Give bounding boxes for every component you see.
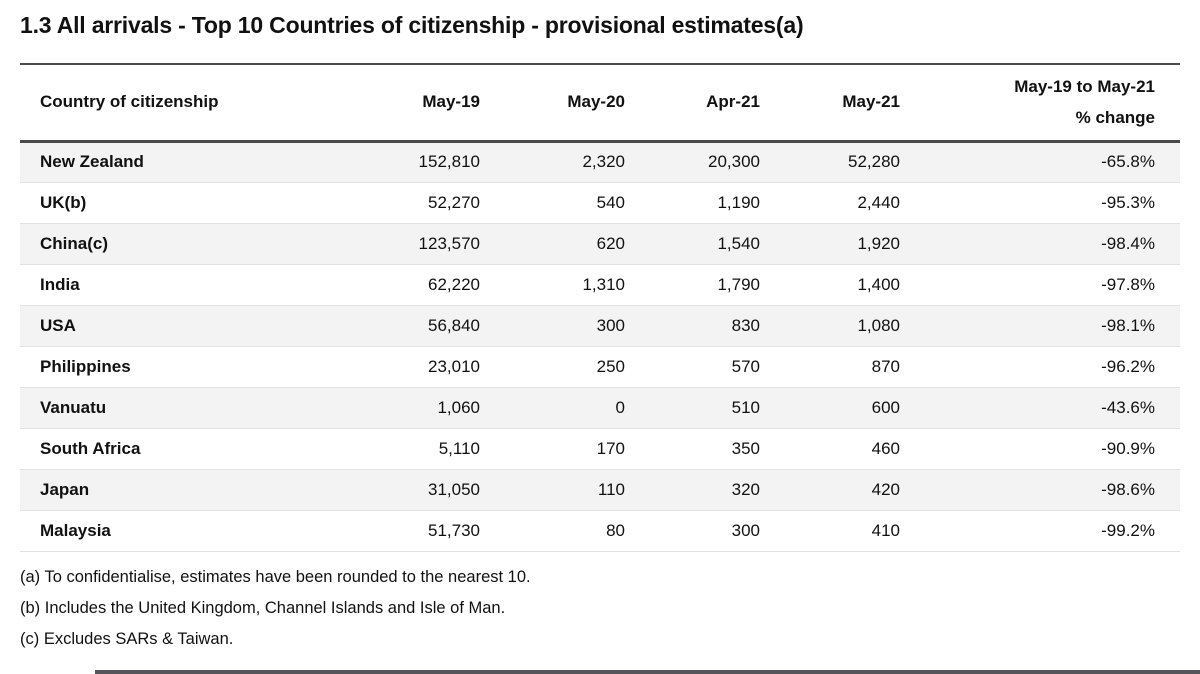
header-row: Country of citizenship May-19 May-20 Apr…: [20, 64, 1180, 141]
value-cell: 5,110: [438, 438, 480, 458]
value-cell: 23,010: [428, 356, 480, 376]
value-cell: 1,080: [857, 315, 900, 335]
value-cell: 52,270: [428, 192, 480, 212]
value-cell: 540: [596, 192, 625, 212]
table-row: Japan 31,050 110 320 420 -98.6%: [20, 469, 1180, 510]
country-cell: Vanuatu: [40, 397, 107, 417]
value-cell: 20,300: [708, 152, 760, 171]
value-cell: 1,540: [717, 233, 760, 253]
value-cell: 300: [731, 520, 760, 540]
value-cell: 1,190: [717, 192, 760, 212]
pct-change-cell: -65.8%: [1101, 152, 1155, 171]
table-row: South Africa 5,110 170 350 460 -90.9%: [20, 428, 1180, 469]
value-cell: 52,280: [848, 152, 900, 171]
table-header: Country of citizenship May-19 May-20 Apr…: [20, 64, 1180, 141]
table-row: Vanuatu 1,060 0 510 600 -43.6%: [20, 387, 1180, 428]
value-cell: 600: [871, 397, 900, 417]
value-cell: 152,810: [418, 152, 480, 171]
value-cell: 570: [731, 356, 760, 376]
header-may21: May-21: [842, 92, 900, 112]
value-cell: 110: [597, 479, 625, 499]
footnotes: (a) To confidentialise, estimates have b…: [20, 568, 531, 661]
value-cell: 31,050: [428, 479, 480, 499]
arrivals-table: Country of citizenship May-19 May-20 Apr…: [20, 63, 1180, 552]
header-pct-change-line1: May-19 to May-21: [1014, 77, 1155, 97]
country-cell: China(c): [40, 233, 108, 253]
table-row: USA 56,840 300 830 1,080 -98.1%: [20, 305, 1180, 346]
value-cell: 320: [731, 479, 760, 499]
pct-change-cell: -95.3%: [1101, 192, 1155, 212]
pct-change-cell: -99.2%: [1101, 520, 1155, 540]
header-country: Country of citizenship: [40, 92, 219, 112]
table-row: India 62,220 1,310 1,790 1,400 -97.8%: [20, 264, 1180, 305]
value-cell: 1,060: [437, 397, 480, 417]
table-body: New Zealand 152,810 2,320 20,300 52,280 …: [20, 141, 1180, 551]
value-cell: 250: [596, 356, 625, 376]
value-cell: 620: [596, 233, 625, 253]
pct-change-cell: -90.9%: [1101, 438, 1155, 458]
table-row: UK(b) 52,270 540 1,190 2,440 -95.3%: [20, 182, 1180, 223]
footnote-c: (c) Excludes SARs & Taiwan.: [20, 630, 234, 648]
country-cell: South Africa: [40, 438, 141, 458]
value-cell: 1,310: [582, 274, 625, 294]
value-cell: 80: [606, 520, 625, 540]
footnote-b: (b) Includes the United Kingdom, Channel…: [20, 599, 506, 617]
pct-change-cell: -98.4%: [1101, 233, 1155, 253]
value-cell: 2,320: [582, 152, 625, 171]
table-row: China(c) 123,570 620 1,540 1,920 -98.4%: [20, 223, 1180, 264]
pct-change-cell: -98.6%: [1101, 479, 1155, 499]
header-may20: May-20: [567, 92, 625, 112]
header-may19: May-19: [422, 92, 480, 112]
value-cell: 2,440: [857, 192, 900, 212]
header-pct-change: May-19 to May-21 % change: [900, 64, 1180, 141]
value-cell: 830: [731, 315, 760, 335]
country-cell: India: [40, 274, 80, 294]
header-pct-change-line2: % change: [1075, 108, 1155, 128]
value-cell: 1,400: [857, 274, 900, 294]
value-cell: 1,920: [857, 233, 900, 253]
pct-change-cell: -97.8%: [1101, 274, 1155, 294]
header-apr21: Apr-21: [706, 92, 760, 112]
footnote-a: (a) To confidentialise, estimates have b…: [20, 568, 531, 586]
value-cell: 170: [596, 438, 625, 458]
country-cell: Japan: [40, 479, 90, 499]
value-cell: 123,570: [418, 233, 480, 253]
pct-change-cell: -98.1%: [1101, 315, 1155, 335]
horizontal-scrollbar-thumb[interactable]: [95, 670, 1200, 674]
pct-change-cell: -96.2%: [1101, 356, 1155, 376]
country-cell: New Zealand: [40, 152, 144, 171]
country-cell: Philippines: [40, 356, 131, 376]
country-cell: Malaysia: [40, 520, 111, 540]
value-cell: 56,840: [428, 315, 480, 335]
value-cell: 0: [615, 397, 625, 417]
table-row: New Zealand 152,810 2,320 20,300 52,280 …: [20, 141, 1180, 182]
country-cell: USA: [40, 315, 76, 335]
value-cell: 62,220: [428, 274, 480, 294]
value-cell: 410: [871, 520, 900, 540]
table-row: Malaysia 51,730 80 300 410 -99.2%: [20, 510, 1180, 551]
value-cell: 300: [596, 315, 625, 335]
value-cell: 460: [871, 438, 900, 458]
table-row: Philippines 23,010 250 570 870 -96.2%: [20, 346, 1180, 387]
page-title: 1.3 All arrivals - Top 10 Countries of c…: [20, 12, 804, 38]
value-cell: 510: [731, 397, 760, 417]
value-cell: 870: [871, 356, 900, 376]
pct-change-cell: -43.6%: [1101, 397, 1155, 417]
value-cell: 51,730: [428, 520, 480, 540]
value-cell: 420: [871, 479, 900, 499]
value-cell: 350: [731, 438, 760, 458]
country-cell: UK(b): [40, 192, 87, 212]
value-cell: 1,790: [717, 274, 760, 294]
